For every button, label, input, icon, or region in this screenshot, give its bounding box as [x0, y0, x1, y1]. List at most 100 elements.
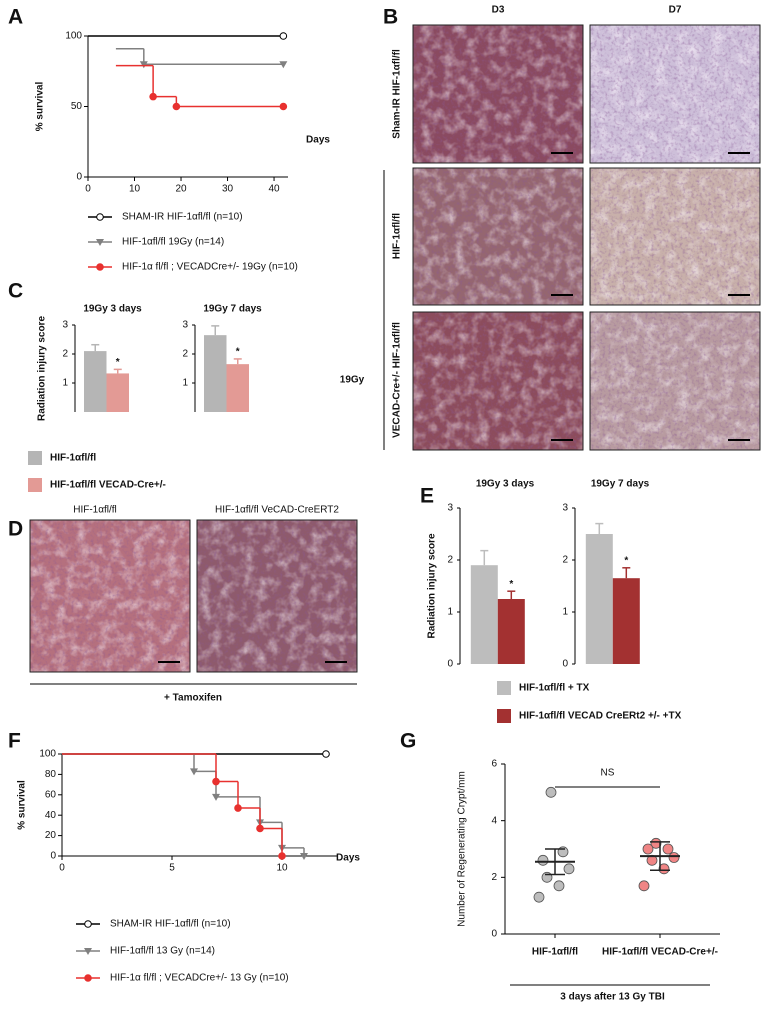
panel-letter: B [383, 6, 398, 29]
x-tick-label: HIF-1αfl/fl VECAD-Cre+/- [602, 947, 718, 958]
histology-texture [413, 25, 583, 163]
legend-marker [84, 974, 92, 982]
marker [212, 793, 220, 801]
subplot-title: 19Gy 3 days [476, 479, 535, 490]
marker [212, 777, 220, 786]
y-tick-label: 50 [71, 101, 83, 112]
histology-texture [30, 520, 190, 672]
y-tick-label: 1 [562, 607, 568, 618]
row-label: HIF-1αfl/fl [392, 213, 403, 259]
y-tick-label: 1 [447, 607, 453, 618]
histology-texture [590, 168, 760, 305]
panel-letter: E [420, 485, 434, 508]
y-tick-label: 6 [491, 759, 497, 770]
subplot-title: 19Gy 7 days [591, 479, 650, 490]
marker [278, 852, 286, 860]
legend-swatch [28, 478, 42, 492]
significance: * [236, 347, 240, 358]
x-tick-label: 0 [85, 184, 91, 195]
legend-label: SHAM-IR HIF-1αfl/fl (n=10) [122, 212, 243, 223]
image-border [412, 24, 584, 164]
bar [84, 351, 107, 412]
legend-label: HIF-1αfl/fl 13 Gy (n=14) [110, 946, 215, 957]
data-point [642, 843, 654, 855]
y-tick-label: 20 [45, 830, 57, 841]
legend-label: HIF-1α fl/fl ; VECADCre+/- 19Gy (n=10) [122, 262, 298, 273]
image-title: HIF-1αfl/fl VeCAD-CreERT2 [215, 505, 339, 516]
y-tick-label: 1 [182, 378, 188, 389]
y-tick-label: 60 [45, 789, 57, 800]
y-tick-label: 0 [76, 172, 82, 183]
panel-letter: F [8, 730, 21, 753]
data-point [662, 843, 674, 855]
image-border [589, 311, 761, 451]
image-border [589, 167, 761, 306]
column-label: D7 [669, 5, 682, 16]
data-point [638, 880, 650, 892]
data-point [668, 852, 680, 863]
x-tick-label: HIF-1αfl/fl [532, 947, 578, 958]
x-axis-label: Days [336, 853, 360, 864]
image-border [196, 519, 358, 673]
legend-label: HIF-1αfl/fl VECAD CreERt2 +/- +TX [519, 711, 682, 722]
legend-marker [96, 239, 104, 246]
image-border [412, 311, 584, 451]
y-tick-label: 3 [62, 320, 68, 331]
marker [149, 92, 157, 101]
y-tick-label: 2 [182, 349, 188, 360]
data-point [545, 786, 557, 798]
y-tick-label: 100 [65, 31, 82, 42]
significance: * [116, 357, 120, 368]
legend-label: SHAM-IR HIF-1αfl/fl (n=10) [110, 919, 231, 930]
significance: * [624, 555, 628, 566]
legend-label: HIF-1α fl/fl ; VECADCre+/- 13 Gy (n=10) [110, 973, 289, 984]
legend-label: HIF-1αfl/fl [50, 453, 96, 464]
y-tick-label: 3 [182, 320, 188, 331]
panel-letter: A [8, 6, 23, 29]
data-point [563, 863, 575, 875]
row-label: VECAD-Cre+/- HIF-1αfl/fl [392, 322, 403, 438]
y-tick-label: 0 [491, 929, 497, 940]
legend-marker [96, 263, 104, 271]
y-axis-label: Number of Regenerating Crypt/mm [457, 771, 468, 927]
y-tick-label: 0 [50, 851, 56, 862]
histology-texture [590, 312, 760, 450]
y-axis-label: Radiation injury score [427, 533, 438, 638]
x-tick-label: 40 [268, 184, 280, 195]
bar [497, 599, 525, 664]
y-tick-label: 1 [62, 378, 68, 389]
marker [279, 102, 288, 111]
legend-marker [96, 213, 104, 221]
marker [256, 824, 264, 833]
bar [470, 565, 498, 664]
annotation: NS [601, 768, 615, 779]
histology-texture [413, 168, 583, 305]
y-tick-label: 3 [447, 503, 453, 514]
data-point [650, 837, 662, 849]
image-border [29, 519, 191, 673]
y-axis-label: Radiation injury score [37, 316, 48, 421]
legend-marker [84, 948, 92, 955]
y-tick-label: 4 [491, 815, 497, 826]
marker [322, 750, 330, 758]
marker [234, 804, 242, 812]
marker [279, 32, 288, 40]
bar [585, 534, 613, 664]
legend-label: HIF-1αfl/fl 19Gy (n=14) [122, 237, 224, 248]
image-border [589, 24, 761, 164]
bar [106, 373, 129, 412]
x-tick-label: 0 [59, 863, 65, 874]
data-point [533, 891, 545, 903]
data-point [553, 880, 565, 892]
row-label: Sham-IR HIF-1αfl/fl [392, 49, 403, 139]
y-tick-label: 100 [39, 749, 56, 760]
y-tick-label: 40 [45, 810, 57, 821]
marker [139, 61, 148, 69]
marker [300, 853, 308, 860]
significance: * [509, 579, 513, 590]
x-tick-label: 30 [222, 184, 234, 195]
group-label: 19Gy [340, 375, 365, 386]
x-tick-label: 10 [129, 184, 141, 195]
x-tick-label: 20 [175, 184, 187, 195]
x-axis-label: 3 days after 13 Gy TBI [560, 992, 665, 1003]
